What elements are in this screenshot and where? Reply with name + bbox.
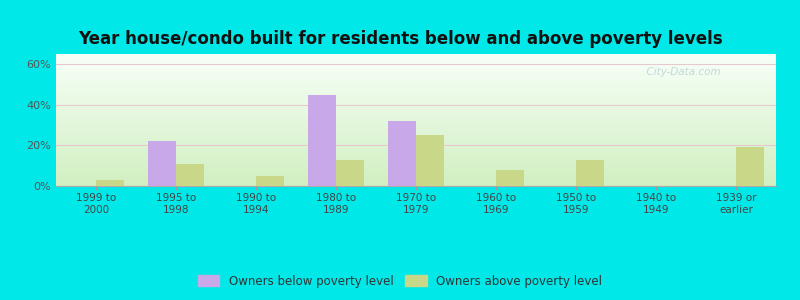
Bar: [176, 164, 204, 186]
Bar: [256, 176, 284, 186]
Bar: [336, 160, 364, 186]
Bar: [96, 180, 124, 186]
Bar: [148, 141, 176, 186]
Bar: [496, 170, 524, 186]
Bar: [736, 147, 764, 186]
Bar: [308, 94, 336, 186]
Legend: Owners below poverty level, Owners above poverty level: Owners below poverty level, Owners above…: [194, 271, 606, 291]
Bar: [576, 160, 604, 186]
Text: City-Data.com: City-Data.com: [640, 67, 721, 77]
Bar: [388, 121, 416, 186]
Bar: [416, 135, 444, 186]
Text: Year house/condo built for residents below and above poverty levels: Year house/condo built for residents bel…: [78, 30, 722, 48]
